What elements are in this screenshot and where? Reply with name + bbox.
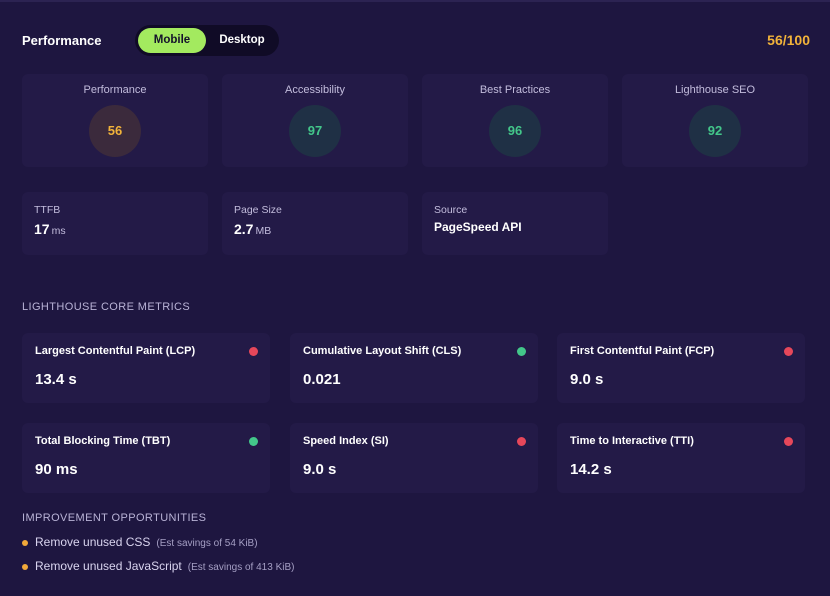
source-label: Source <box>434 204 468 216</box>
ttfb-number: 17 <box>34 221 50 237</box>
ttfb-unit: ms <box>51 225 66 237</box>
page-size-card: Page Size 2.7 MB <box>222 192 408 255</box>
score-gauge: 97 <box>289 105 341 157</box>
metric-label: First Contentful Paint (FCP) <box>570 345 715 357</box>
ttfb-card: TTFB 17 ms <box>22 192 208 255</box>
page-size-number: 2.7 <box>234 221 254 237</box>
metric-label: Speed Index (SI) <box>303 435 389 447</box>
desktop-toggle-button[interactable]: Desktop <box>219 34 265 46</box>
opportunities-heading: IMPROVEMENT OPPORTUNITIES <box>22 512 207 524</box>
opportunity-savings: (Est savings of 413 KiB) <box>187 562 295 573</box>
status-dot <box>784 347 793 356</box>
overall-score: 56/100 <box>767 32 810 48</box>
page-size-label: Page Size <box>234 204 282 216</box>
metric-value: 13.4 s <box>35 371 77 388</box>
metric-value: 9.0 s <box>570 371 604 388</box>
metric-card-fcp: First Contentful Paint (FCP) 9.0 s <box>557 333 805 403</box>
score-card-accessibility: Accessibility 97 <box>222 74 408 167</box>
top-divider <box>0 0 830 2</box>
status-dot <box>517 347 526 356</box>
metric-value: 9.0 s <box>303 461 337 478</box>
bullet-dot <box>22 564 28 570</box>
metric-card-lcp: Largest Contentful Paint (LCP) 13.4 s <box>22 333 270 403</box>
opportunity-text: Remove unused CSS (Est savings of 54 KiB) <box>35 535 258 549</box>
opportunity-title: Remove unused JavaScript <box>35 559 182 573</box>
page-size-unit: MB <box>255 225 272 237</box>
core-metrics-heading: LIGHTHOUSE CORE METRICS <box>22 301 191 313</box>
device-toggle: Mobile Desktop <box>135 25 279 56</box>
bullet-dot <box>22 540 28 546</box>
score-card-seo: Lighthouse SEO 92 <box>622 74 808 167</box>
metric-card-si: Speed Index (SI) 9.0 s <box>290 423 538 493</box>
score-gauge: 92 <box>689 105 741 157</box>
opportunity-title: Remove unused CSS <box>35 535 151 549</box>
status-dot <box>517 437 526 446</box>
page-size-value: 2.7 MB <box>234 221 271 237</box>
ttfb-label: TTFB <box>34 204 61 216</box>
score-gauge: 56 <box>89 105 141 157</box>
mobile-toggle-button[interactable]: Mobile <box>138 28 206 53</box>
metric-value: 14.2 s <box>570 461 612 478</box>
report-header: Performance Mobile Desktop 56/100 <box>22 24 810 58</box>
metric-value: 0.021 <box>303 371 341 388</box>
metric-label: Time to Interactive (TTI) <box>570 435 694 447</box>
metric-label: Total Blocking Time (TBT) <box>35 435 171 447</box>
metric-label: Largest Contentful Paint (LCP) <box>35 345 196 357</box>
score-gauge: 96 <box>489 105 541 157</box>
status-dot <box>784 437 793 446</box>
source-value: PageSpeed API <box>434 220 522 234</box>
metric-card-tbt: Total Blocking Time (TBT) 90 ms <box>22 423 270 493</box>
score-card-performance: Performance 56 <box>22 74 208 167</box>
opportunity-savings: (Est savings of 54 KiB) <box>156 538 258 549</box>
metric-card-cls: Cumulative Layout Shift (CLS) 0.021 <box>290 333 538 403</box>
ttfb-value: 17 ms <box>34 221 66 237</box>
status-dot <box>249 347 258 356</box>
source-card: Source PageSpeed API <box>422 192 608 255</box>
score-label: Accessibility <box>285 84 345 96</box>
metric-value: 90 ms <box>35 461 78 478</box>
score-card-best-practices: Best Practices 96 <box>422 74 608 167</box>
metric-card-tti: Time to Interactive (TTI) 14.2 s <box>557 423 805 493</box>
page-title: Performance <box>22 33 102 48</box>
score-label: Performance <box>83 84 147 96</box>
score-label: Lighthouse SEO <box>674 84 756 96</box>
status-dot <box>249 437 258 446</box>
score-label: Best Practices <box>479 84 551 96</box>
metric-label: Cumulative Layout Shift (CLS) <box>303 345 462 357</box>
opportunity-text: Remove unused JavaScript (Est savings of … <box>35 559 294 573</box>
